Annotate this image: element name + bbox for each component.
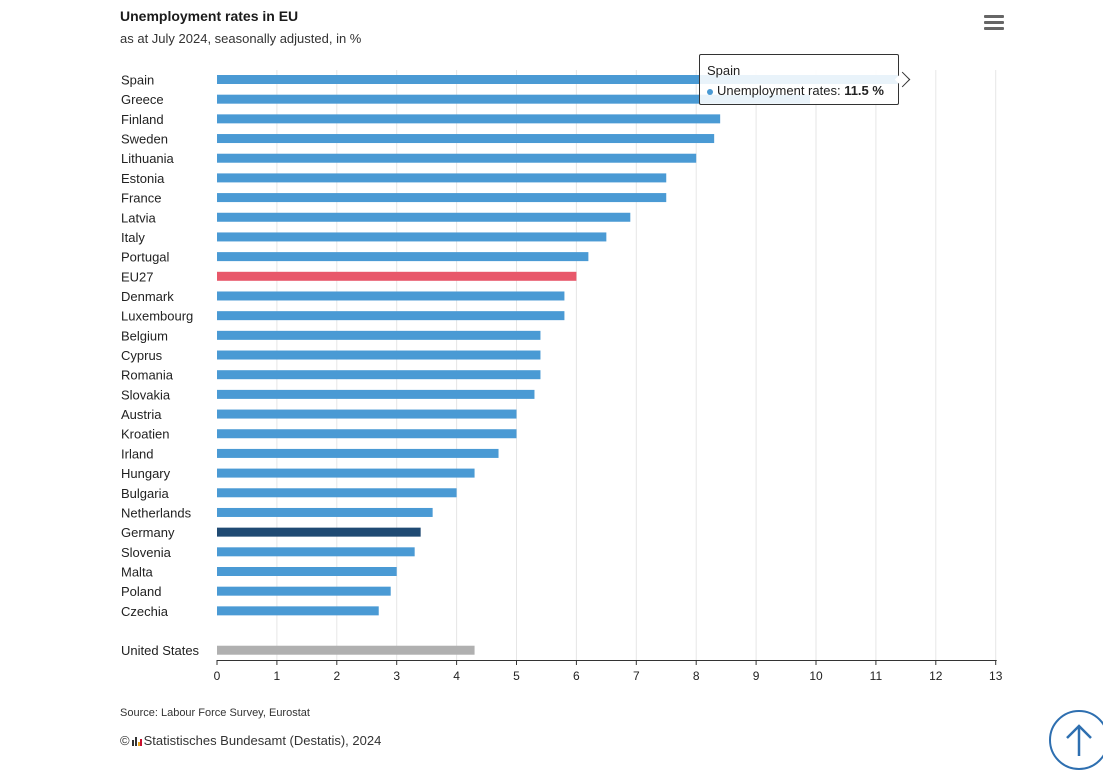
category-label: United States [121,643,200,658]
bar [217,507,433,517]
category-label: Germany [121,525,175,540]
bar [217,252,589,262]
hamburger-menu-icon[interactable] [982,12,1006,34]
category-label: Lithuania [121,151,175,166]
bar-chart: Spain Greece Finland Sweden Lithuania Estonia… [121,70,1003,683]
category-label: Czechia [121,604,169,619]
credit-text: Statistisches Bundesamt (Destatis), 2024 [143,733,382,748]
bar [217,586,391,596]
bar [217,114,721,124]
category-label: Portugal [121,250,170,265]
copyright-symbol: © [120,733,130,748]
bar [217,527,421,537]
category-label: Slovenia [121,545,172,560]
series-dot-icon [707,88,713,95]
chart-source: Source: Labour Force Survey, Eurostat [120,707,310,719]
category-label: Latvia [121,210,156,225]
category-label: Irland [121,446,154,461]
bar [217,311,565,321]
destatis-logo-icon [131,737,142,746]
x-tick-label: 12 [929,669,943,683]
x-tick-label: 3 [393,669,400,683]
scroll-to-top-button[interactable] [1049,710,1103,770]
bar [217,212,631,222]
bar [217,291,565,301]
bar [217,75,906,84]
category-label: Austria [121,407,162,422]
bar [217,429,517,439]
category-label: Kroatien [121,427,169,442]
category-label: Malta [121,565,154,580]
category-label: Italy [121,230,145,245]
category-label: Denmark [121,289,174,304]
category-label: Bulgaria [121,486,169,501]
tooltip-line: Unemployment rates: 11.5 % [707,83,884,98]
tooltip-value: 11.5 % [844,83,884,98]
category-label: Hungary [121,466,171,481]
category-label: Slovakia [121,387,171,402]
category-label: Sweden [121,132,168,147]
bar [217,232,607,242]
category-label: Netherlands [121,505,192,520]
category-label: Spain [121,73,154,88]
category-label: Greece [121,92,164,107]
tooltip-series-label: Unemployment rates: [717,83,841,98]
bar [217,330,541,340]
bar [217,173,667,183]
x-tick-label: 1 [274,669,281,683]
chart-credit: © Statistisches Bundesamt (Destatis), 20… [120,733,381,748]
category-label: Romania [121,368,174,383]
category-label: France [121,191,161,206]
bar [217,350,541,360]
bar [217,389,535,399]
bar [217,547,415,557]
x-tick-label: 2 [333,669,340,683]
bar [217,645,475,655]
x-tick-label: 6 [573,669,580,683]
x-tick-label: 11 [870,669,883,683]
category-label: Belgium [121,328,168,343]
x-tick-label: 7 [633,669,640,683]
bar [217,370,541,380]
chart-title: Unemployment rates in EU [120,8,299,24]
category-label: Cyprus [121,348,163,363]
bar [217,567,397,576]
category-label: Estonia [121,171,165,186]
bar [217,193,667,203]
bar [217,606,379,616]
chart-subtitle: as at July 2024, seasonally adjusted, in… [120,31,362,46]
chart-tooltip: Spain Unemployment rates: 11.5 % [699,54,899,105]
bar [217,94,811,104]
bar [217,448,499,458]
x-tick-label: 13 [989,669,1003,683]
x-tick-label: 8 [693,669,700,683]
bar [217,134,715,144]
category-label: Finland [121,112,164,127]
x-tick-label: 10 [809,669,823,683]
bar [217,468,475,478]
x-tick-label: 0 [214,669,221,683]
tooltip-title: Spain [707,63,741,78]
bar [217,409,517,419]
category-label: EU27 [121,269,154,284]
x-tick-label: 5 [513,669,520,683]
arrow-up-icon [1066,724,1092,756]
bar [217,153,697,163]
bar [217,488,457,498]
category-label: Luxembourg [121,309,193,324]
x-tick-label: 9 [753,669,760,683]
x-tick-label: 4 [453,669,460,683]
bar [217,271,577,281]
category-label: Poland [121,584,161,599]
